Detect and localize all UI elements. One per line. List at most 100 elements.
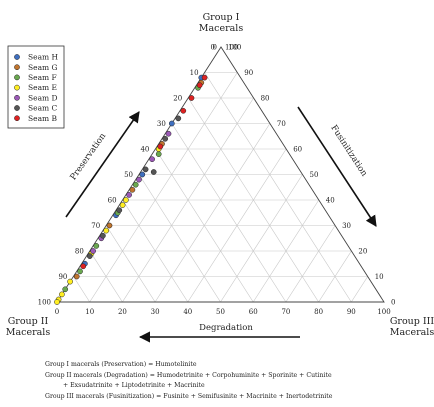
point-seam-d	[149, 156, 155, 163]
footnotes: Group I macerals (Preservation) = Humote…	[45, 360, 430, 402]
point-seam-c	[150, 169, 157, 175]
tick-right-40: 60	[293, 146, 302, 154]
grid-line	[204, 72, 352, 303]
legend-marker-seam-g	[14, 64, 20, 71]
footnote-group-1: Group I macerals (Preservation) = Humote…	[45, 361, 197, 368]
tick-apex-100: 100	[225, 44, 238, 52]
tick-bottom-0: 0	[55, 308, 59, 316]
tick-bottom-30: 30	[151, 308, 160, 316]
point-seam-f	[132, 181, 139, 188]
grid-line	[252, 199, 320, 303]
tick-right-80: 20	[358, 248, 367, 256]
point-seam-b	[157, 143, 164, 150]
tick-bottom-100: 100	[377, 308, 390, 316]
tick-bottom-40: 40	[183, 308, 192, 316]
footnote-group-2: Group II macerals (Degradation) = Humode…	[45, 371, 332, 379]
tick-right-90: 10	[375, 273, 384, 281]
legend-label-seam-b: Seam B	[28, 114, 58, 123]
point-seam-f	[155, 151, 162, 157]
tick-right-70: 30	[342, 222, 351, 230]
apex-right-label-line1: Group III	[390, 316, 434, 327]
tick-bottom-90: 90	[347, 308, 356, 316]
legend-marker-seam-e	[14, 84, 20, 91]
legend-label-seam-f: Seam F	[28, 73, 57, 82]
point-seam-g	[129, 186, 136, 193]
legend-label-seam-g: Seam G	[28, 63, 58, 72]
point-seam-f	[93, 243, 100, 249]
point-seam-e	[119, 202, 126, 208]
legend-label-seam-e: Seam E	[28, 83, 57, 92]
grid-line	[171, 123, 287, 303]
grid-line	[154, 123, 271, 303]
point-seam-c	[116, 207, 123, 214]
point-seam-d	[126, 192, 132, 198]
grid-line	[220, 174, 303, 303]
point-seam-b	[188, 95, 195, 101]
footnote-group-2-continued: + Exsudatrinite + Liptodetrinite + Macri…	[63, 382, 205, 389]
point-seam-e	[54, 299, 60, 305]
point-seam-g	[73, 273, 80, 280]
point-seam-b	[201, 74, 208, 81]
grid-line	[351, 276, 368, 303]
legend-marker-seam-h	[14, 54, 20, 60]
tick-right-100: 0	[391, 299, 395, 307]
data-points	[54, 74, 208, 305]
tick-right-10: 90	[244, 69, 253, 77]
tick-apex-0: 0	[213, 44, 217, 52]
point-seam-d	[136, 176, 142, 183]
grid-line	[285, 225, 336, 303]
tick-right-60: 40	[326, 197, 335, 205]
grid-line	[122, 199, 189, 303]
point-seam-c	[142, 166, 149, 173]
tick-right-20: 80	[261, 95, 270, 103]
tick-left-10: 10	[190, 69, 199, 77]
tick-right-0: 100	[228, 44, 241, 52]
apex-top-label-line2: Macerals	[199, 23, 244, 34]
tick-left-0: 0	[211, 44, 215, 52]
tick-left-50: 50	[124, 171, 133, 179]
point-seam-g	[106, 222, 113, 229]
tick-left-40: 40	[140, 146, 149, 154]
legend-marker-seam-d	[14, 94, 20, 101]
preservation-arrow	[65, 111, 140, 218]
point-seam-c	[100, 232, 106, 239]
apex-top-label-line1: Group I	[203, 12, 240, 23]
grid-line	[89, 250, 123, 303]
point-seam-e	[67, 278, 73, 285]
point-seam-f	[62, 286, 69, 293]
apex-left-label-line2: Macerals	[6, 327, 51, 338]
legend-marker-seam-b	[14, 115, 20, 122]
grid-line	[89, 72, 238, 303]
grid-line	[73, 276, 90, 303]
apex-left-label-line1: Group II	[8, 316, 49, 327]
legend-marker-seam-c	[14, 105, 20, 111]
tick-left-90: 90	[58, 273, 67, 281]
point-seam-d	[90, 248, 96, 254]
point-seam-h	[139, 171, 146, 178]
point-seam-c	[86, 253, 93, 259]
degradation-label: Degradation	[199, 323, 253, 333]
point-seam-e	[123, 197, 129, 203]
fusinitization-label: Fusinitization	[328, 123, 369, 178]
tick-bottom-20: 20	[118, 308, 127, 316]
tick-left-80: 80	[75, 248, 84, 256]
tick-left-20: 20	[173, 95, 182, 103]
tick-bottom-50: 50	[216, 308, 225, 316]
tick-bottom-70: 70	[281, 308, 290, 316]
tick-right-50: 50	[310, 171, 319, 179]
tick-bottom-80: 80	[314, 308, 323, 316]
tick-right-30: 70	[277, 120, 286, 128]
footnote-group-3: Group III macerals (Fusinitization) = Fu…	[45, 392, 333, 400]
legend-marker-seam-f	[14, 74, 20, 81]
apex-right-label-line2: Macerals	[390, 327, 434, 338]
grid-line	[105, 225, 156, 303]
point-seam-b	[80, 263, 87, 270]
grid-line	[138, 174, 221, 303]
tick-left-100: 100	[38, 299, 51, 307]
point-seam-b	[196, 82, 203, 89]
ternary-grid	[56, 46, 385, 303]
legend-label-seam-d: Seam D	[28, 93, 58, 102]
